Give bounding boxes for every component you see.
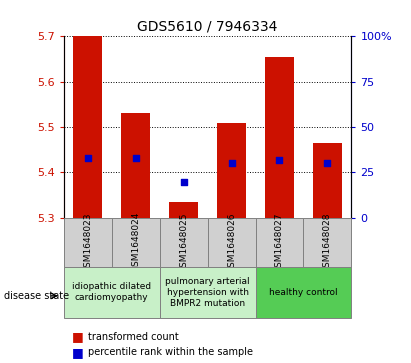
Text: disease state: disease state	[4, 291, 69, 301]
Bar	[159, 267, 256, 318]
Text: ■: ■	[72, 346, 84, 359]
Point	[276, 157, 283, 163]
Text: pulmonary arterial
hypertension with
BMPR2 mutation: pulmonary arterial hypertension with BMP…	[165, 277, 250, 308]
Title: GDS5610 / 7946334: GDS5610 / 7946334	[137, 20, 278, 34]
Bar	[121, 113, 150, 218]
Bar	[64, 218, 112, 267]
Bar	[159, 218, 208, 267]
Bar	[265, 57, 294, 218]
Bar	[313, 143, 342, 218]
Text: ■: ■	[72, 330, 84, 343]
Bar	[169, 202, 198, 218]
Point	[324, 160, 331, 166]
Text: healthy control: healthy control	[269, 288, 338, 297]
Bar	[208, 218, 256, 267]
Text: GSM1648026: GSM1648026	[227, 212, 236, 273]
Text: GSM1648028: GSM1648028	[323, 212, 332, 273]
Text: transformed count: transformed count	[88, 332, 179, 342]
Text: GSM1648027: GSM1648027	[275, 212, 284, 273]
Point	[180, 179, 187, 184]
Text: GSM1648023: GSM1648023	[83, 212, 92, 273]
Bar	[73, 36, 102, 218]
Point	[132, 155, 139, 161]
Bar	[256, 218, 303, 267]
Text: GSM1648024: GSM1648024	[131, 212, 140, 273]
Point	[228, 160, 235, 166]
Bar	[256, 267, 351, 318]
Bar	[112, 218, 159, 267]
Bar	[217, 122, 246, 218]
Bar	[64, 267, 159, 318]
Point	[84, 155, 91, 161]
Bar	[303, 218, 351, 267]
Text: idiopathic dilated
cardiomyopathy: idiopathic dilated cardiomyopathy	[72, 282, 151, 302]
Text: percentile rank within the sample: percentile rank within the sample	[88, 347, 253, 357]
Text: GSM1648025: GSM1648025	[179, 212, 188, 273]
